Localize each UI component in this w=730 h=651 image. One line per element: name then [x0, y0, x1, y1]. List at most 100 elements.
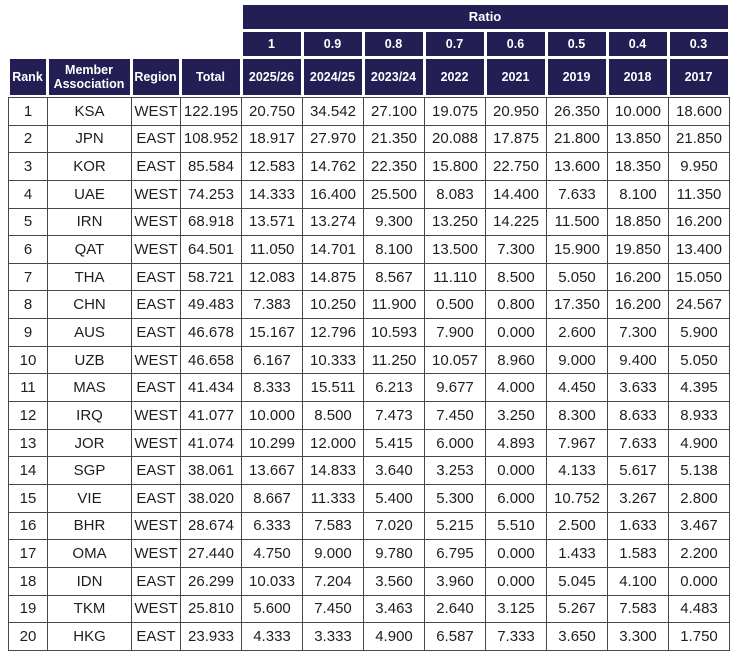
- cell-association: TKM: [48, 595, 132, 624]
- cell-value: 20.750: [242, 98, 303, 126]
- cell-region: WEST: [132, 346, 181, 375]
- cell-total: 26.299: [181, 567, 242, 596]
- cell-value: 0.000: [486, 319, 547, 347]
- cell-value: 8.933: [669, 402, 730, 430]
- cell-value: 15.050: [669, 263, 730, 292]
- cell-association: AUS: [48, 319, 132, 347]
- cell-rank: 14: [9, 457, 48, 485]
- cell-value: 21.850: [669, 125, 730, 154]
- cell-value: 0.800: [486, 291, 547, 320]
- cell-value: 2.640: [425, 595, 486, 624]
- column-header: 2018: [608, 59, 667, 95]
- cell-value: 17.875: [486, 125, 547, 154]
- cell-value: 7.900: [425, 319, 486, 347]
- cell-value: 6.213: [364, 374, 425, 403]
- cell-rank: 7: [9, 263, 48, 292]
- cell-total: 23.933: [181, 623, 242, 651]
- cell-total: 38.020: [181, 484, 242, 513]
- cell-value: 7.450: [303, 595, 364, 624]
- cell-value: 3.560: [364, 567, 425, 596]
- cell-value: 6.167: [242, 346, 303, 375]
- column-header: Region: [132, 59, 179, 95]
- column-header: Total: [181, 59, 240, 95]
- cell-value: 7.583: [608, 595, 669, 624]
- cell-total: 46.658: [181, 346, 242, 375]
- cell-value: 8.300: [547, 402, 608, 430]
- cell-value: 11.350: [669, 180, 730, 209]
- cell-value: 3.960: [425, 567, 486, 596]
- ratio-value-cell: 0.4: [608, 32, 667, 56]
- cell-value: 15.900: [547, 236, 608, 264]
- cell-total: 27.440: [181, 540, 242, 568]
- cell-value: 7.967: [547, 429, 608, 458]
- cell-value: 10.333: [303, 346, 364, 375]
- cell-value: 18.600: [669, 98, 730, 126]
- column-header: 2025/26: [242, 59, 301, 95]
- cell-association: IDN: [48, 567, 132, 596]
- cell-region: WEST: [132, 402, 181, 430]
- cell-value: 5.045: [547, 567, 608, 596]
- cell-value: 13.571: [242, 208, 303, 237]
- cell-value: 2.200: [669, 540, 730, 568]
- cell-rank: 2: [9, 125, 48, 154]
- cell-region: WEST: [132, 512, 181, 541]
- cell-value: 4.333: [242, 623, 303, 651]
- cell-value: 6.000: [425, 429, 486, 458]
- cell-region: EAST: [132, 319, 181, 347]
- cell-value: 17.350: [547, 291, 608, 320]
- cell-value: 2.800: [669, 484, 730, 513]
- cell-rank: 9: [9, 319, 48, 347]
- cell-value: 26.350: [547, 98, 608, 126]
- cell-total: 46.678: [181, 319, 242, 347]
- cell-value: 7.300: [608, 319, 669, 347]
- cell-value: 15.800: [425, 153, 486, 181]
- cell-rank: 11: [9, 374, 48, 403]
- cell-rank: 19: [9, 595, 48, 624]
- cell-value: 12.796: [303, 319, 364, 347]
- cell-value: 1.750: [669, 623, 730, 651]
- cell-value: 14.833: [303, 457, 364, 485]
- cell-value: 7.204: [303, 567, 364, 596]
- cell-value: 18.850: [608, 208, 669, 237]
- cell-region: WEST: [132, 595, 181, 624]
- cell-value: 2.600: [547, 319, 608, 347]
- cell-value: 10.000: [242, 402, 303, 430]
- cell-value: 22.750: [486, 153, 547, 181]
- cell-region: WEST: [132, 236, 181, 264]
- cell-value: 3.633: [608, 374, 669, 403]
- cell-value: 16.200: [669, 208, 730, 237]
- cell-value: 25.500: [364, 180, 425, 209]
- cell-rank: 12: [9, 402, 48, 430]
- cell-value: 10.033: [242, 567, 303, 596]
- cell-value: 34.542: [303, 98, 364, 126]
- cell-association: SGP: [48, 457, 132, 485]
- cell-region: EAST: [132, 457, 181, 485]
- cell-value: 3.333: [303, 623, 364, 651]
- ratio-banner: Ratio: [242, 5, 728, 29]
- ratio-value-cell: 0.5: [547, 32, 606, 56]
- cell-value: 8.667: [242, 484, 303, 513]
- cell-total: 25.810: [181, 595, 242, 624]
- cell-value: 6.795: [425, 540, 486, 568]
- column-header: 2021: [486, 59, 545, 95]
- ratio-value-cell: 0.9: [303, 32, 362, 56]
- cell-value: 6.587: [425, 623, 486, 651]
- cell-value: 5.300: [425, 484, 486, 513]
- cell-value: 3.300: [608, 623, 669, 651]
- cell-value: 4.900: [364, 623, 425, 651]
- cell-association: BHR: [48, 512, 132, 541]
- cell-value: 27.100: [364, 98, 425, 126]
- cell-value: 20.088: [425, 125, 486, 154]
- cell-value: 19.075: [425, 98, 486, 126]
- cell-value: 5.600: [242, 595, 303, 624]
- cell-rank: 20: [9, 623, 48, 651]
- cell-value: 10.000: [608, 98, 669, 126]
- ratio-value-cell: 0.6: [486, 32, 545, 56]
- cell-value: 11.050: [242, 236, 303, 264]
- cell-total: 64.501: [181, 236, 242, 264]
- cell-association: KSA: [48, 98, 132, 126]
- cell-value: 14.762: [303, 153, 364, 181]
- cell-total: 41.074: [181, 429, 242, 458]
